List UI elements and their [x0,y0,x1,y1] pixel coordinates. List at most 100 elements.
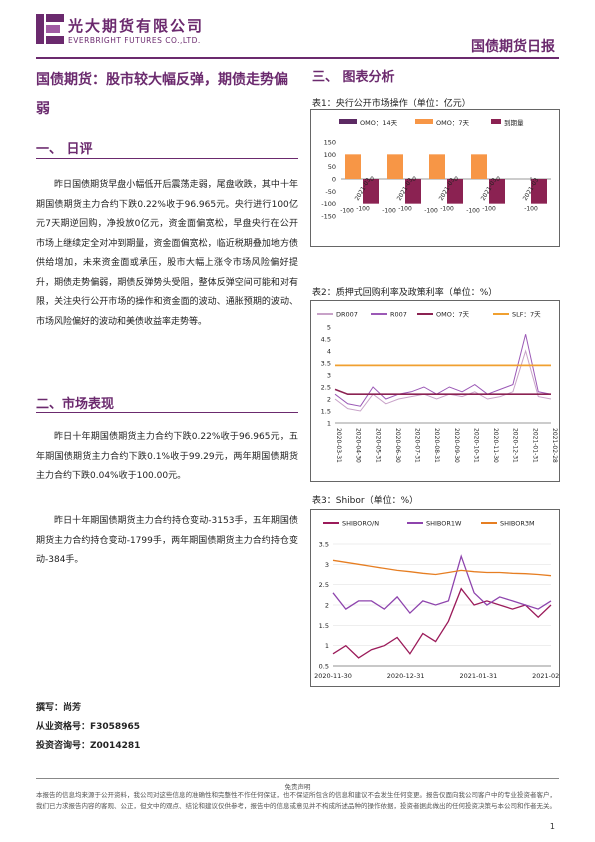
y-tick-label: 2.5 [321,384,331,392]
x-tick-label: 2020-05-31 [374,428,381,463]
y-tick-label: 5 [327,324,331,332]
section-divider [36,158,298,159]
x-tick-label: 2021-01-31 [459,672,497,680]
x-tick-label: 2020-06-30 [394,428,401,463]
company-name-en: EVERBRIGHT FUTURES CO.,LTD. [68,36,201,45]
header-divider [36,57,559,59]
legend-label: SHIBOR3M [500,520,535,528]
x-tick-label: 2020-03-31 [335,428,342,463]
series-line [334,388,551,395]
x-tick-label: 2021-01-31 [531,428,538,463]
data-label: -100 [398,206,412,213]
legend-label: SHIBOR1W [426,520,462,528]
y-tick-label: 2 [327,396,331,404]
y-tick-label: 1.5 [319,622,329,630]
section-heading-market: 二、市场表现 [36,397,115,412]
legend-label: OMO：7天 [436,311,469,319]
data-label: -100 [466,208,480,215]
disclaimer-title: 免责声明 [284,783,311,791]
section-heading-charts: 三、 图表分析 [312,70,395,85]
x-tick-label: 2021-02-28 [551,428,558,463]
series-line [332,554,552,615]
author-name: 撰写：尚芳 [36,703,82,713]
bar-omo7 [471,154,487,179]
chart1-title: 表1：央行公开市场操作（单位：亿元） [312,99,471,109]
y-tick-label: 100 [324,151,336,159]
legend-swatch [415,119,433,124]
data-label: -100 [524,206,538,213]
data-label: -100 [482,206,496,213]
legend-label: OMO：7天 [436,119,469,127]
bar-maturity [363,179,379,204]
y-tick-label: 3 [327,372,331,380]
legend-label: OMO：14天 [360,119,398,127]
omo-bar-chart: OMO：14天 OMO：7天 到期量 150 100 50 0 -50 -100 -150 -100… [310,109,560,247]
x-tick-label: 2020-08-31 [433,428,440,463]
company-name-cn: 光大期货有限公司 [68,17,205,35]
data-label: 0 [412,176,416,183]
y-tick-label: 2.5 [319,581,329,589]
shibor-line-chart: SHIBORO/N SHIBOR1W SHIBOR3M 3.5 3 2.5 2 1.5 1 0.5… [310,509,560,687]
author-qualification: 从业资格号：F3058965 [36,722,140,732]
data-label: -100 [440,206,454,213]
chart3-title: 表3：Shibor（单位：%） [312,496,419,506]
chart2-title: 表2：质押式回购利率及政策利率（单位：%） [312,288,498,298]
company-logo-icon [36,14,64,44]
bar-maturity [405,179,421,204]
bar-omo7 [429,154,445,179]
y-tick-label: 4 [327,348,331,356]
bar-omo7 [387,154,403,179]
x-tick-label: 2020-07-31 [414,428,421,463]
x-tick-label: 2021-02-28 [532,672,560,680]
repo-rate-line-chart: DR007 R007 OMO：7天 SLF：7天 5 4.5 4 3.5 3 2.5 2 1.5 1 20… [310,300,560,482]
section-heading-daily: 一、 日评 [36,142,93,157]
y-tick-label: 0.5 [319,663,329,671]
footer-divider [36,778,559,779]
data-label: -100 [382,208,396,215]
legend-swatch [491,119,501,124]
y-tick-label: 2 [325,602,329,610]
bar-omo7 [345,154,361,179]
author-consult-number: 投资咨询号：Z0014281 [36,741,141,751]
y-tick-label: 3.5 [321,360,331,368]
bar-maturity [489,179,505,204]
legend-label: 到期量 [504,119,524,127]
x-tick-label: 2020-12-31 [512,428,519,463]
x-tick-label: 2020-09-30 [453,428,460,463]
y-tick-label: -100 [321,200,336,208]
legend-label: SLF：7天 [512,311,541,319]
series-line [334,349,552,412]
series-line [332,587,552,659]
x-tick-label: 2020-11-30 [314,672,352,680]
report-title: 国债期货日报 [471,39,555,55]
x-tick-label: 2020-10-31 [472,428,479,463]
market-text-1: 昨日十年期国债期货主力合约下跌0.22%收于96.965元，五年期国债期货主力合… [36,432,298,481]
y-tick-label: -50 [325,188,336,196]
legend-label: SHIBORO/N [342,520,379,528]
y-tick-label: 3.5 [319,541,329,549]
market-text-2: 昨日十年期国债期货主力合约持仓变动-3153手，五年期国债期货主力合约持仓变动-… [36,516,298,565]
data-label: 0 [370,176,374,183]
main-title: 国债期货：股市较大幅反弹，期债走势偏弱 [36,72,288,117]
y-tick-label: 4.5 [321,336,331,344]
x-tick-label: 2020-12-31 [387,672,425,680]
legend-label: R007 [390,311,407,319]
data-label: 0 [454,176,458,183]
y-tick-label: -150 [321,213,336,221]
series-line [334,334,552,407]
data-label: -100 [356,206,370,213]
x-tick-label: 2020-04-30 [355,428,362,463]
bar-maturity [531,179,547,204]
section-divider [36,412,298,413]
legend-swatch [339,119,357,124]
data-label: 0 [496,176,500,183]
x-tick-label: 2020-11-30 [492,428,499,463]
y-tick-label: 0 [332,176,336,184]
y-tick-label: 1 [327,420,331,428]
y-tick-label: 150 [324,139,336,147]
bar-maturity [447,179,463,204]
series-line [332,559,552,577]
daily-comment-text: 昨日国债期货早盘小幅低开后震荡走弱，尾盘收跌，其中十年期国债期货主力合约下跌0.… [36,180,298,327]
disclaimer-text: 本报告的信息均来源于公开资料，我公司对这些信息的准确性和完整性不作任何保证，也不… [36,791,556,810]
y-tick-label: 3 [325,561,329,569]
